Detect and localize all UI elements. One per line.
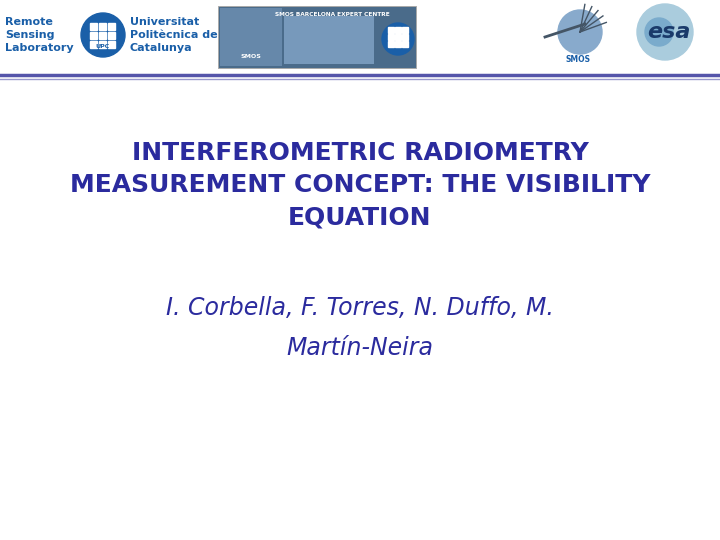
Bar [99,32,107,39]
Circle shape [558,10,602,54]
Bar [395,42,400,47]
Circle shape [81,13,125,57]
Text: Universitat
Politècnica de
Catalunya: Universitat Politècnica de Catalunya [130,17,217,53]
Bar [108,23,115,30]
Text: EQUATION: EQUATION [288,205,432,229]
Bar [388,35,394,40]
Text: SMOS BARCELONA EXPERT CENTRE: SMOS BARCELONA EXPERT CENTRE [274,12,390,17]
Text: SMOS: SMOS [240,53,261,58]
Bar [99,23,107,30]
Bar [108,40,115,48]
Bar [220,8,282,66]
Bar [402,42,408,47]
Bar [388,42,394,47]
Circle shape [637,4,693,60]
Bar [108,32,115,39]
Text: INTERFEROMETRIC RADIOMETRY: INTERFEROMETRIC RADIOMETRY [132,141,588,165]
Bar [90,40,97,48]
Circle shape [645,18,673,46]
Text: Remote
Sensing
Laboratory: Remote Sensing Laboratory [5,17,73,53]
Text: MEASUREMENT CONCEPT: THE VISIBILITY: MEASUREMENT CONCEPT: THE VISIBILITY [70,173,650,197]
Text: SMOS: SMOS [565,56,590,64]
Bar [90,23,97,30]
Bar [395,28,400,33]
Bar [218,6,416,68]
Bar [284,16,374,64]
Bar [99,40,107,48]
Bar [402,28,408,33]
Bar [388,28,394,33]
Bar [402,35,408,40]
Text: Martín-Neira: Martín-Neira [287,336,433,360]
Text: esa: esa [647,22,690,42]
Bar [395,35,400,40]
Text: UPC: UPC [96,44,110,49]
Text: I. Corbella, F. Torres, N. Duffo, M.: I. Corbella, F. Torres, N. Duffo, M. [166,296,554,320]
Bar [90,32,97,39]
Circle shape [382,23,414,55]
